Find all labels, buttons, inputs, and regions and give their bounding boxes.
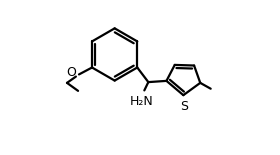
Text: H₂N: H₂N [130,95,154,108]
Text: S: S [180,100,188,113]
Text: O: O [66,66,76,79]
